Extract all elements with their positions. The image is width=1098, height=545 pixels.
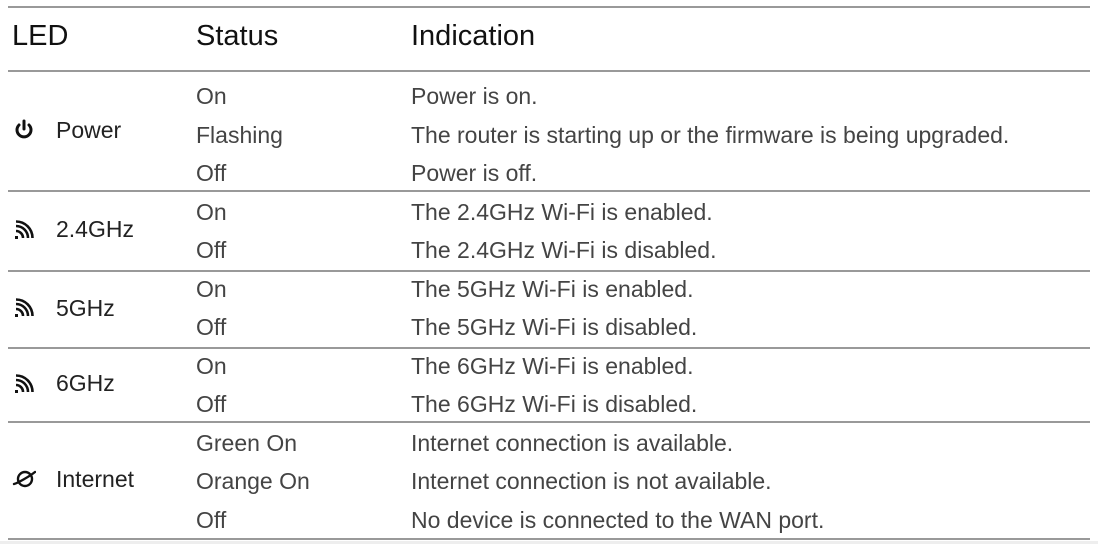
status-line: Orange On Internet connection is not avai… xyxy=(0,468,1098,506)
led-name: 6GHz xyxy=(12,370,115,397)
status-text: Flashing xyxy=(196,122,283,148)
power-icon xyxy=(12,118,56,142)
header-indication: Indication xyxy=(411,20,536,52)
status-line: On The 6GHz Wi-Fi is enabled. xyxy=(0,353,1098,391)
indication-text: Power is on. xyxy=(411,83,538,109)
wifi-icon xyxy=(12,296,56,320)
status-text: Off xyxy=(196,507,227,533)
status-text: Off xyxy=(196,314,227,340)
led-name: 2.4GHz xyxy=(12,216,134,243)
wifi-icon xyxy=(12,218,56,242)
indication-text: Internet connection is available. xyxy=(411,430,734,456)
row-divider xyxy=(8,347,1090,349)
indication-text: Power is off. xyxy=(411,160,538,186)
led-name: 5GHz xyxy=(12,295,115,322)
status-line: On Power is on. xyxy=(0,83,1098,121)
led-name: Internet xyxy=(12,466,134,493)
wifi-icon xyxy=(12,372,56,396)
header-led: LED xyxy=(12,20,69,52)
status-text: On xyxy=(196,199,227,225)
led-label: 6GHz xyxy=(56,370,115,396)
status-line: On The 5GHz Wi-Fi is enabled. xyxy=(0,276,1098,314)
indication-text: The router is starting up or the firmwar… xyxy=(411,122,1010,148)
status-line: Flashing The router is starting up or the… xyxy=(0,122,1098,160)
row-divider xyxy=(8,421,1090,423)
status-text: Off xyxy=(196,391,227,417)
status-line: Off The 2.4GHz Wi-Fi is disabled. xyxy=(0,237,1098,275)
indication-text: The 2.4GHz Wi-Fi is enabled. xyxy=(411,199,713,225)
led-label: Internet xyxy=(56,465,134,492)
status-line: Off Power is off. xyxy=(0,160,1098,198)
status-line: On The 2.4GHz Wi-Fi is enabled. xyxy=(0,199,1098,237)
status-text: Off xyxy=(196,237,227,263)
led-name: Power xyxy=(12,117,121,144)
row-divider xyxy=(8,190,1090,192)
led-label: 2.4GHz xyxy=(56,216,134,242)
row-divider xyxy=(8,538,1090,540)
indication-text: No device is connected to the WAN port. xyxy=(411,507,825,533)
status-line: Off The 5GHz Wi-Fi is disabled. xyxy=(0,314,1098,352)
table-top-border xyxy=(8,6,1090,8)
led-label: 5GHz xyxy=(56,294,115,321)
status-text: On xyxy=(196,276,227,302)
status-text: Orange On xyxy=(196,468,310,494)
row-divider xyxy=(8,270,1090,272)
header-status: Status xyxy=(196,20,279,52)
status-text: On xyxy=(196,83,227,109)
indication-text: The 6GHz Wi-Fi is enabled. xyxy=(411,353,694,379)
globe-icon xyxy=(12,467,56,491)
status-line: Green On Internet connection is available… xyxy=(0,430,1098,468)
status-text: On xyxy=(196,353,227,379)
header-border xyxy=(8,70,1090,72)
indication-text: The 2.4GHz Wi-Fi is disabled. xyxy=(411,237,717,263)
status-text: Green On xyxy=(196,430,297,456)
indication-text: The 5GHz Wi-Fi is enabled. xyxy=(411,276,694,302)
page-edge xyxy=(0,541,1098,544)
status-line: Off No device is connected to the WAN por… xyxy=(0,507,1098,545)
indication-text: Internet connection is not available. xyxy=(411,468,772,494)
status-text: Off xyxy=(196,160,227,186)
led-label: Power xyxy=(56,116,122,143)
status-line: Off The 6GHz Wi-Fi is disabled. xyxy=(0,391,1098,429)
indication-text: The 5GHz Wi-Fi is disabled. xyxy=(411,314,698,340)
indication-text: The 6GHz Wi-Fi is disabled. xyxy=(411,391,698,417)
